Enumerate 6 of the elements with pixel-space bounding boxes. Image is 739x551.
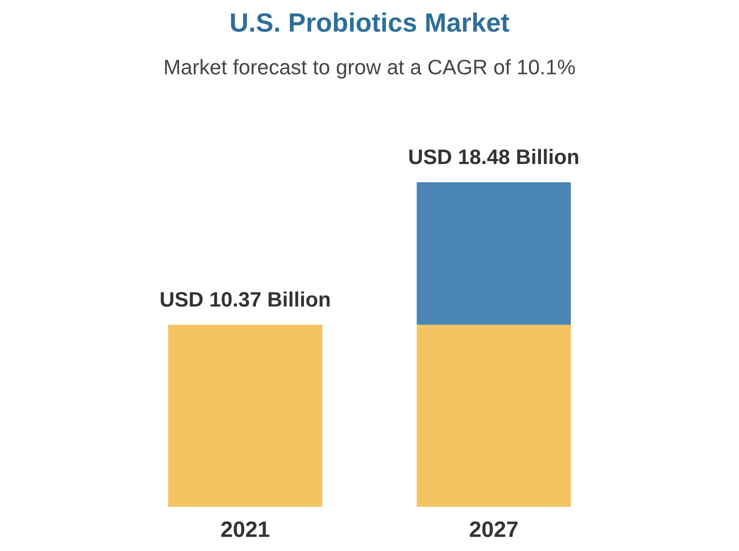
total-label: USD 10.37 Billion (160, 291, 330, 307)
x-tick-label: 2027 (470, 521, 518, 538)
total-label: USD 18.48 Billion (409, 148, 578, 164)
x-tick-label: 2021 (221, 521, 270, 538)
chart-subtitle: Market forecast to grow at a CAGR of 10.1% (165, 59, 575, 79)
chart-title: U.S. Probiotics Market (231, 12, 510, 32)
